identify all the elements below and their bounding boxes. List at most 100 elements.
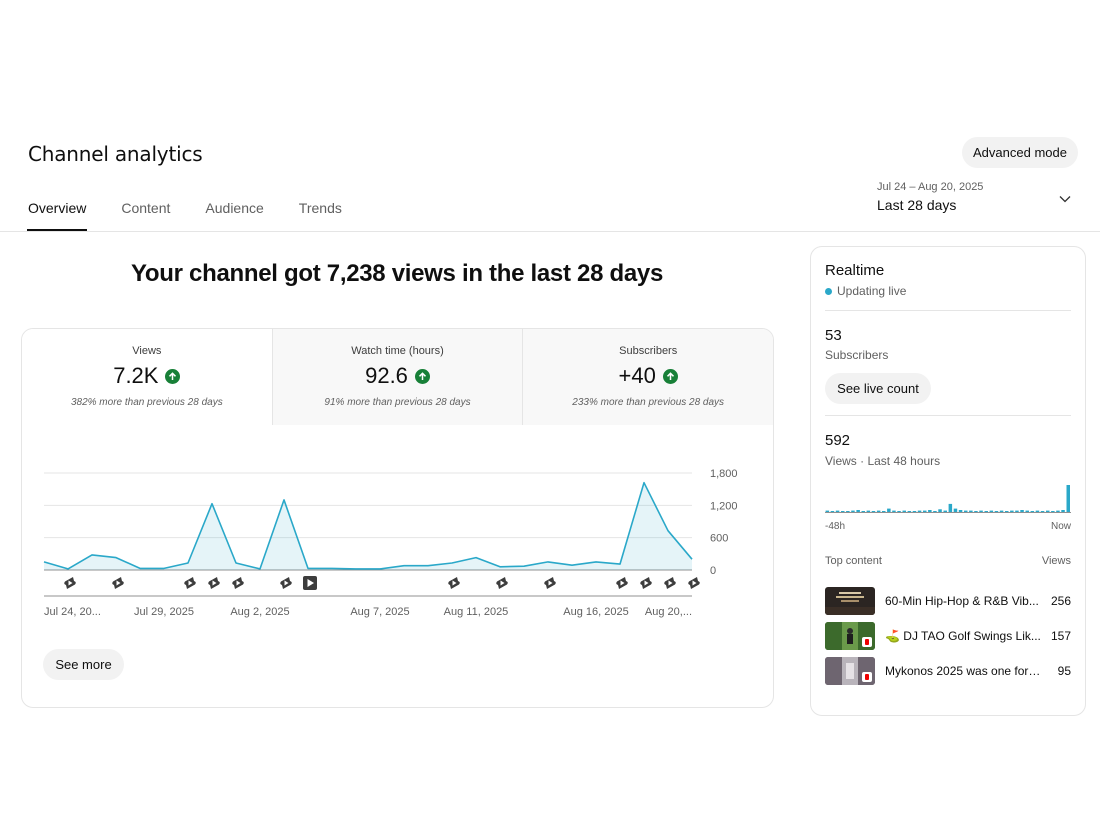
shorts-icon[interactable] [112,577,124,589]
tab-trends[interactable]: Trends [298,200,342,216]
shorts-icon[interactable] [688,577,700,589]
top-content-row[interactable]: ⛳ DJ TAO Golf Swings Lik... 157 [825,622,1071,650]
live-status-text: Updating live [837,284,907,298]
date-range-picker[interactable]: Jul 24 – Aug 20, 2025 Last 28 days [877,181,1077,221]
video-icon[interactable] [303,576,317,590]
realtime-panel: Realtime Updating live 53 Subscribers Se… [810,246,1086,716]
metric-value-row: 7.2K [22,363,272,389]
realtime-bar [953,508,958,512]
tab-overview[interactable]: Overview [26,200,88,232]
realtime-bar [892,510,896,512]
realtime-bar [1010,510,1014,512]
realtime-bar [902,510,906,512]
divider [825,415,1071,416]
x-tick-label: Aug 11, 2025 [444,606,509,618]
live-dot-icon [825,287,832,295]
realtime-bar [979,510,983,512]
realtime-bar [851,510,855,512]
metric-watch-time[interactable]: Watch time (hours) 92.6 91% more than pr… [271,329,523,425]
metric-value: 7.2K [113,363,159,388]
top-content-views: 157 [1050,629,1071,643]
chevron-down-icon [1059,196,1071,203]
metric-label: Watch time (hours) [351,345,444,357]
shorts-icon[interactable] [616,577,628,589]
tab-content[interactable]: Content [121,200,171,216]
realtime-bar [989,510,994,512]
subscriber-count: 53 [825,327,842,344]
top-content-title: 60-Min Hip-Hop & R&B Vib... [885,594,1039,608]
realtime-bar [1015,510,1019,512]
metric-note: 91% more than previous 28 days [324,397,471,408]
realtime-bar [861,511,865,512]
x-tick-label: Aug 16, 2025 [563,606,628,618]
realtime-bar [917,510,922,512]
top-content-row[interactable]: Mykonos 2025 was one for t... 95 [825,657,1071,685]
y-tick-label: 1,800 [710,468,738,480]
metric-value: +40 [618,363,656,388]
top-content-label: Top content [825,555,882,567]
shorts-icon[interactable] [640,577,652,589]
shorts-icon[interactable] [448,577,460,589]
realtime-bar [1061,510,1065,512]
realtime-bar [923,510,927,512]
mini-axis-start: -48h [825,521,846,532]
realtime-views-count: 592 [825,432,851,449]
realtime-bar [1020,510,1024,512]
views-chart[interactable]: 0 600 1,200 1,800 Jul 24, 20... Jul 29, 2025 A… [22,425,774,625]
date-range-label: Last 28 days [877,197,957,213]
realtime-bar [856,510,860,512]
realtime-bar [907,511,912,512]
realtime-bar [969,510,973,512]
realtime-bar [887,508,891,512]
header-divider [0,231,1100,232]
metric-label: Subscribers [619,345,678,357]
y-tick-label: 600 [710,533,728,545]
realtime-bar-chart[interactable] [825,481,1071,517]
shorts-icon[interactable] [64,577,76,589]
divider [825,310,1071,311]
realtime-bar [841,511,845,512]
realtime-bar [1030,511,1035,512]
shorts-icon[interactable] [184,577,196,589]
shorts-icon[interactable] [544,577,556,589]
shorts-icon[interactable] [664,577,676,589]
overview-card: Views 7.2K 382% more than previous 28 da… [21,328,774,708]
top-content-header: Top content Views [825,555,1071,567]
realtime-bar [958,510,963,512]
x-tick-label: Aug 7, 2025 [350,606,409,618]
metric-views[interactable]: Views 7.2K 382% more than previous 28 da… [22,329,272,425]
date-range-dates: Jul 24 – Aug 20, 2025 [877,181,984,193]
shorts-icon[interactable] [280,577,292,589]
shorts-icon[interactable] [496,577,508,589]
realtime-bar [948,503,953,512]
realtime-bar [882,511,886,512]
x-tick-label: Jul 29, 2025 [134,606,194,618]
see-more-button[interactable]: See more [43,649,124,680]
realtime-views-label: Views · Last 48 hours [825,454,941,468]
realtime-bar [876,510,881,512]
top-content-row[interactable]: 60-Min Hip-Hop & R&B Vib... 256 [825,587,1071,615]
y-tick-label: 0 [710,565,716,577]
shorts-badge-icon [862,637,872,647]
see-live-count-button[interactable]: See live count [825,373,931,404]
summary-headline: Your channel got 7,238 views in the last… [130,260,664,287]
tab-audience[interactable]: Audience [205,200,264,216]
advanced-mode-button[interactable]: Advanced mode [962,137,1078,168]
realtime-bar [1005,511,1009,512]
realtime-bar [999,510,1004,512]
shorts-icon[interactable] [208,577,220,589]
tab-bar: Overview Content Audience Trends [26,200,377,232]
realtime-bar [1056,510,1060,512]
page-title: Channel analytics [28,142,203,166]
metric-subscribers[interactable]: Subscribers +40 233% more than previous … [522,329,773,425]
realtime-bar [938,509,942,512]
views-line [43,481,693,570]
realtime-bar [912,511,917,512]
realtime-bar [943,510,947,512]
shorts-icon[interactable] [232,577,244,589]
metric-note: 382% more than previous 28 days [70,397,223,408]
live-status: Updating live [825,284,906,298]
realtime-bar [835,510,840,512]
x-tick-label: Aug 2, 2025 [230,606,289,618]
realtime-bar [984,511,988,512]
